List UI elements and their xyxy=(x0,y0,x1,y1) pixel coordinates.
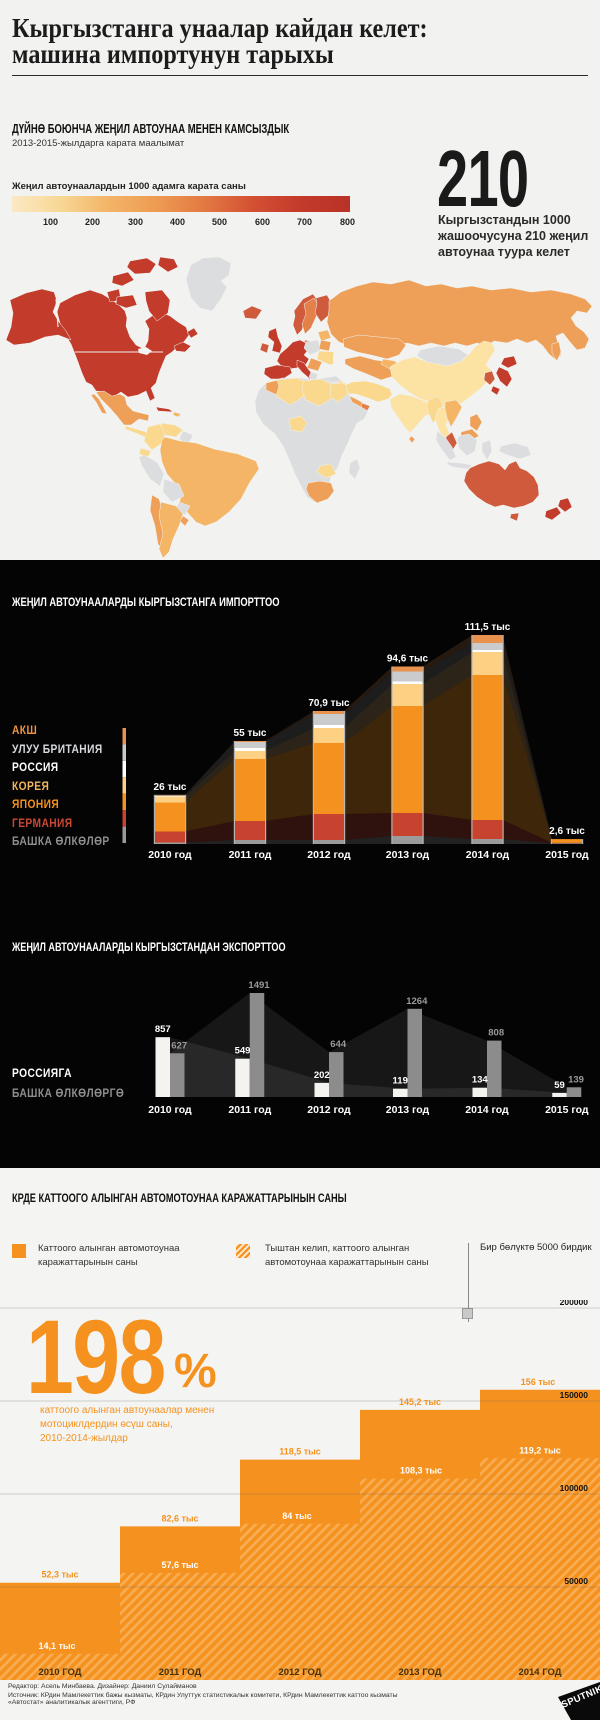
svg-text:2013 год: 2013 год xyxy=(386,849,430,861)
svg-text:156 тыс: 156 тыс xyxy=(521,1377,556,1387)
svg-text:857: 857 xyxy=(155,1024,171,1035)
svg-text:119,2 тыс: 119,2 тыс xyxy=(519,1445,561,1455)
svg-text:2012 ГОД: 2012 ГОД xyxy=(278,1667,321,1678)
svg-text:2013 год: 2013 год xyxy=(386,1104,430,1116)
svg-text:2014 год: 2014 год xyxy=(465,1104,509,1116)
svg-text:70,9 тыс: 70,9 тыс xyxy=(308,698,350,709)
svg-text:2014 год: 2014 год xyxy=(466,849,510,861)
svg-text:52,3 тыс: 52,3 тыс xyxy=(41,1570,78,1580)
svg-text:150000: 150000 xyxy=(560,1390,589,1400)
svg-text:1491: 1491 xyxy=(248,980,270,991)
svg-text:2011 ГОД: 2011 ГОД xyxy=(159,1667,202,1678)
svg-text:145,2 тыс: 145,2 тыс xyxy=(399,1397,441,1407)
svg-text:200000: 200000 xyxy=(560,1300,589,1307)
svg-text:118,5 тыс: 118,5 тыс xyxy=(279,1447,321,1457)
svg-text:2014 ГОД: 2014 ГОД xyxy=(518,1667,561,1678)
svg-text:2012 год: 2012 год xyxy=(307,1104,351,1116)
svg-text:2011 год: 2011 год xyxy=(229,849,272,861)
svg-text:2010 год: 2010 год xyxy=(148,1104,192,1116)
svg-text:2015 год: 2015 год xyxy=(545,849,589,861)
svg-text:644: 644 xyxy=(330,1039,347,1050)
svg-text:808: 808 xyxy=(488,1028,504,1039)
svg-text:14,1 тыс: 14,1 тыс xyxy=(38,1641,75,1651)
svg-text:2012 год: 2012 год xyxy=(307,849,351,861)
svg-text:119: 119 xyxy=(393,1076,408,1087)
svg-text:134: 134 xyxy=(472,1075,489,1086)
svg-text:2,6 тыс: 2,6 тыс xyxy=(549,826,585,837)
svg-text:1264: 1264 xyxy=(406,996,428,1007)
svg-text:549: 549 xyxy=(235,1046,251,1057)
svg-text:57,6 тыс: 57,6 тыс xyxy=(161,1560,198,1570)
svg-text:26 тыс: 26 тыс xyxy=(154,782,187,793)
svg-text:2010 ГОД: 2010 ГОД xyxy=(38,1667,81,1678)
svg-text:139: 139 xyxy=(568,1074,584,1085)
svg-text:2010 год: 2010 год xyxy=(148,849,192,861)
svg-text:2011 год: 2011 год xyxy=(228,1104,271,1116)
svg-text:202: 202 xyxy=(314,1070,330,1081)
svg-text:2015 год: 2015 год xyxy=(545,1104,589,1116)
svg-text:2013 ГОД: 2013 ГОД xyxy=(398,1667,441,1678)
svg-text:55 тыс: 55 тыс xyxy=(234,728,267,739)
svg-text:108,3 тыс: 108,3 тыс xyxy=(400,1466,442,1476)
svg-text:82,6 тыс: 82,6 тыс xyxy=(161,1513,198,1523)
svg-text:84 тыс: 84 тыс xyxy=(282,1511,312,1521)
svg-text:111,5 тыс: 111,5 тыс xyxy=(465,622,511,633)
svg-text:94,6 тыс: 94,6 тыс xyxy=(387,654,429,665)
svg-text:627: 627 xyxy=(171,1040,187,1051)
svg-text:100000: 100000 xyxy=(560,1483,589,1493)
svg-text:50000: 50000 xyxy=(564,1576,588,1586)
svg-text:59: 59 xyxy=(554,1080,565,1091)
